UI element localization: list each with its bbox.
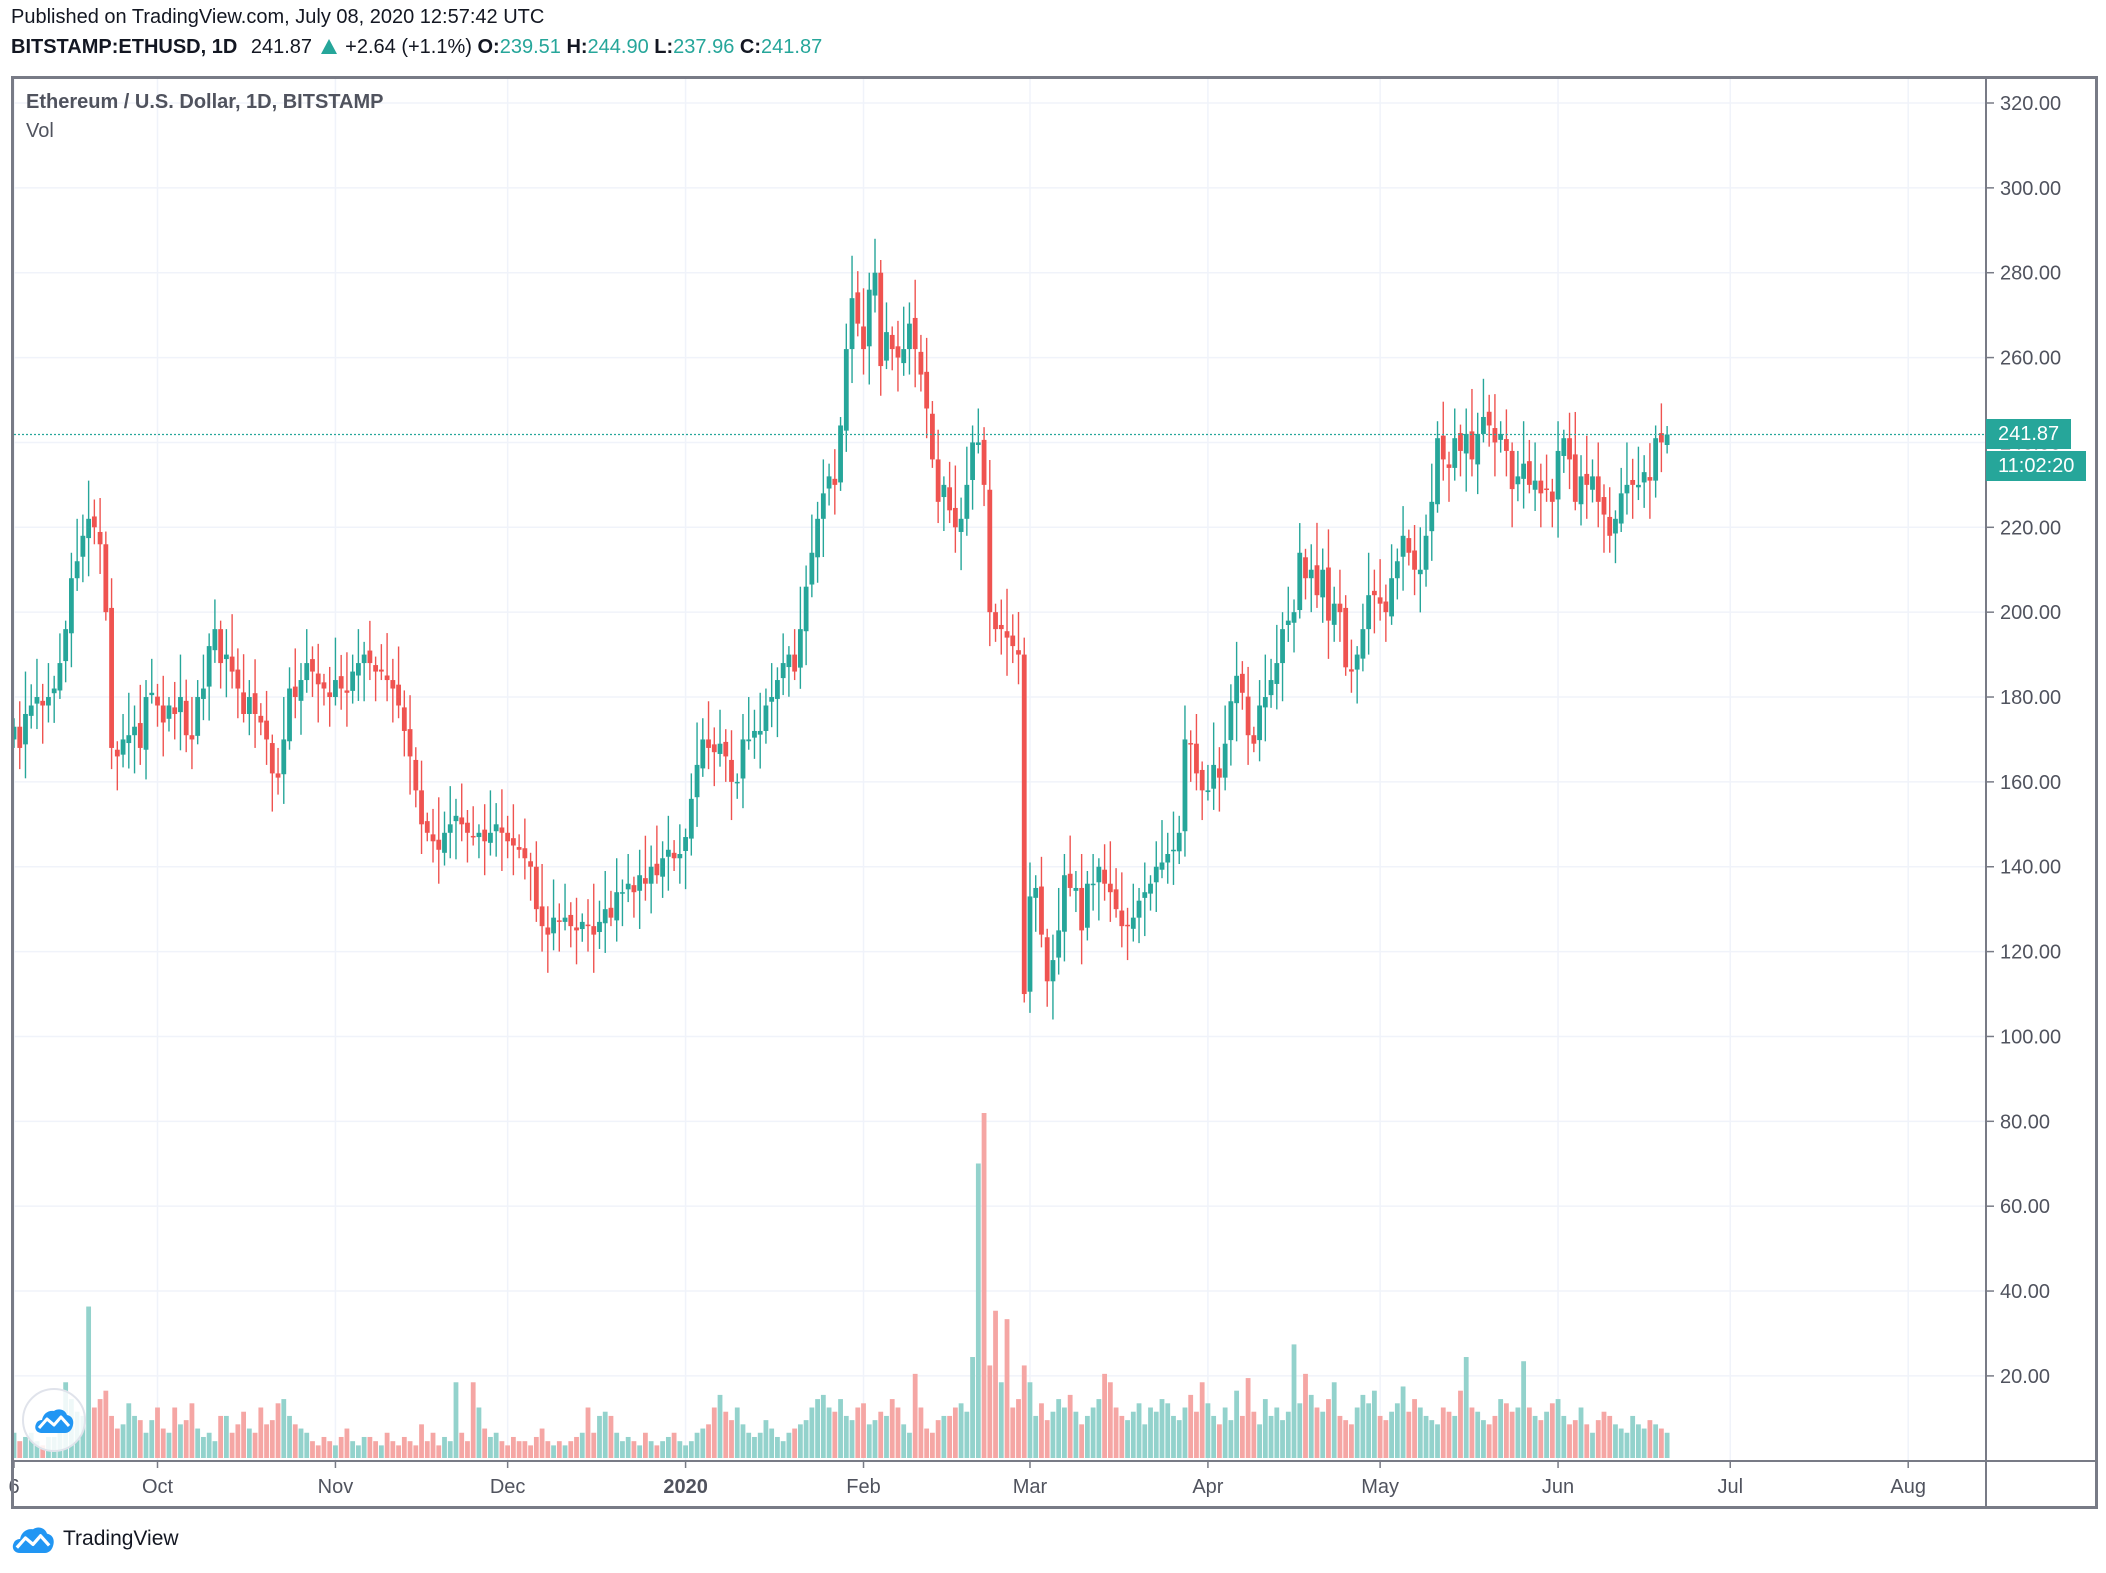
tradingview-logo-icon	[12, 1527, 54, 1553]
svg-text:160.00: 160.00	[2000, 772, 2061, 794]
close-value: 241.87	[761, 36, 823, 58]
tradingview-logo-button[interactable]	[22, 1388, 86, 1452]
footer-brand: TradingView	[11, 1525, 179, 1553]
low-label: L:	[654, 36, 674, 58]
svg-text:60.00: 60.00	[2000, 1196, 2050, 1218]
svg-text:Mar: Mar	[1013, 1476, 1048, 1498]
svg-text:Oct: Oct	[142, 1476, 174, 1498]
chart-frame	[11, 76, 2098, 1509]
open-value: 239.51	[499, 36, 561, 58]
published-line: Published on TradingView.com, July 08, 2…	[11, 6, 545, 28]
volume-legend: Vol	[26, 120, 54, 142]
svg-text:260.00: 260.00	[2000, 348, 2061, 370]
chart-legend: Ethereum / U.S. Dollar, 1D, BITSTAMP Vol	[26, 91, 383, 143]
svg-text:40.00: 40.00	[2000, 1281, 2050, 1303]
svg-text:Jul: Jul	[1717, 1476, 1743, 1498]
svg-text:Nov: Nov	[318, 1476, 354, 1498]
series-title: Ethereum / U.S. Dollar, 1D, BITSTAMP	[26, 91, 384, 113]
svg-text:Feb: Feb	[846, 1476, 880, 1498]
svg-text:280.00: 280.00	[2000, 263, 2061, 285]
svg-text:May: May	[1361, 1476, 1399, 1498]
svg-text:Apr: Apr	[1192, 1476, 1223, 1498]
svg-text:20.00: 20.00	[2000, 1366, 2050, 1388]
svg-text:100.00: 100.00	[2000, 1026, 2061, 1048]
symbol-quote-line: BITSTAMP:ETHUSD, 1D 241.87 +2.64 (+1.1%)…	[11, 36, 822, 59]
last-price-tag: 241.87	[1986, 419, 2072, 449]
svg-text:2020: 2020	[663, 1476, 708, 1498]
svg-text:180.00: 180.00	[2000, 687, 2061, 709]
svg-text:140.00: 140.00	[2000, 857, 2061, 879]
svg-text:Dec: Dec	[490, 1476, 526, 1498]
bar-countdown-tag: 11:02:20	[1986, 451, 2087, 481]
open-label: O:	[477, 36, 500, 58]
symbol-name: BITSTAMP:ETHUSD, 1D	[11, 36, 238, 58]
svg-text:320.00: 320.00	[2000, 93, 2061, 115]
svg-text:Jun: Jun	[1542, 1476, 1574, 1498]
svg-text:220.00: 220.00	[2000, 517, 2061, 539]
high-label: H:	[566, 36, 588, 58]
high-value: 244.90	[587, 36, 649, 58]
brand-name: TradingView	[63, 1527, 179, 1550]
up-triangle-icon	[320, 39, 337, 54]
close-label: C:	[739, 36, 762, 58]
svg-text:6: 6	[8, 1476, 19, 1498]
svg-text:80.00: 80.00	[2000, 1111, 2050, 1133]
price-change: +2.64 (+1.1%)	[345, 36, 472, 58]
svg-text:120.00: 120.00	[2000, 942, 2061, 964]
tradingview-cloud-icon	[35, 1409, 74, 1433]
svg-text:300.00: 300.00	[2000, 178, 2061, 200]
low-value: 237.96	[673, 36, 735, 58]
svg-text:Aug: Aug	[1890, 1476, 1926, 1498]
svg-text:200.00: 200.00	[2000, 602, 2061, 624]
last-price: 241.87	[250, 36, 313, 58]
